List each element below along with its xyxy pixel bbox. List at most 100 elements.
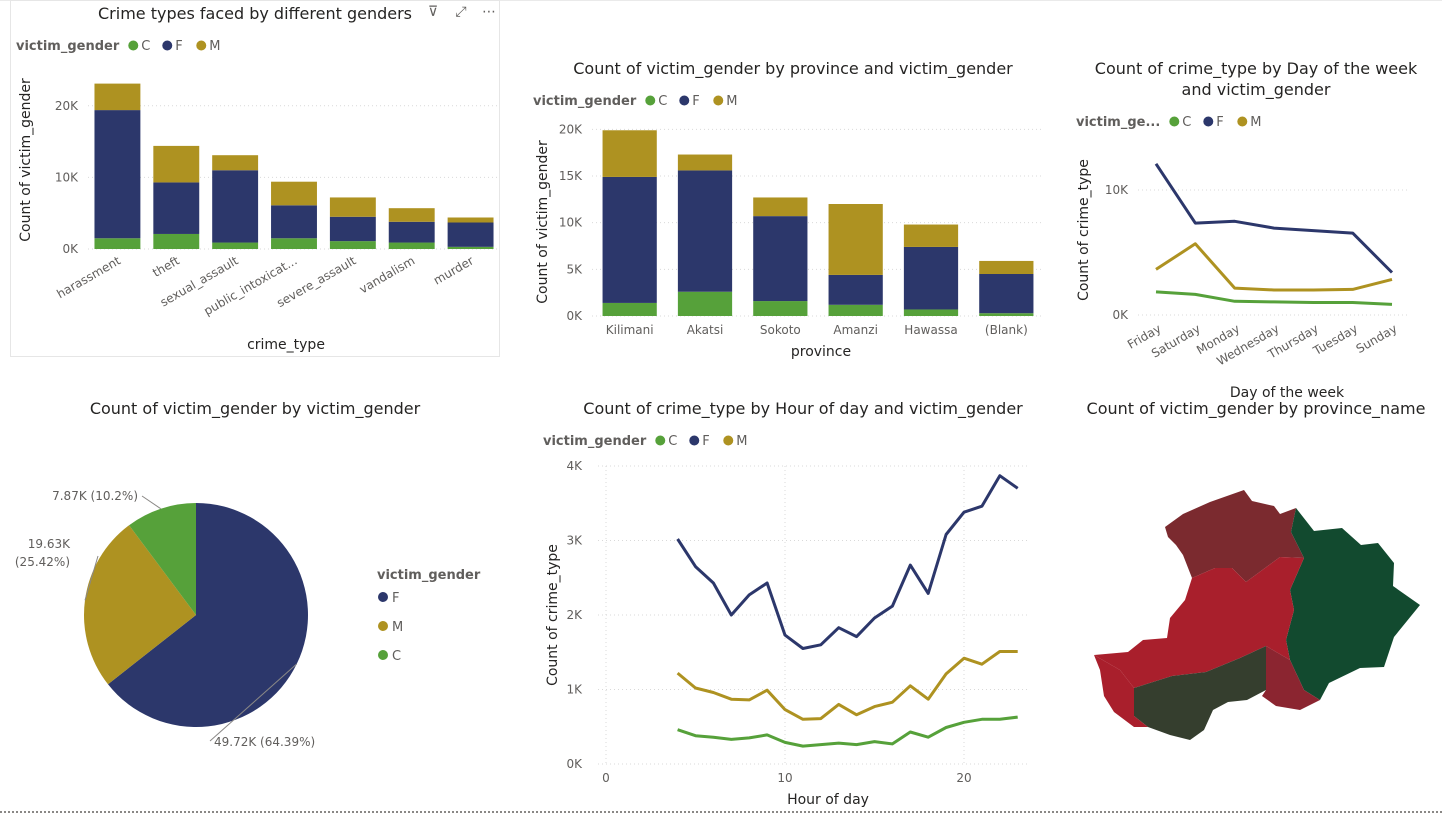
- pie-slice-F[interactable]: [107, 503, 308, 728]
- map-region-center[interactable]: [1094, 557, 1304, 688]
- hour-legend-marker-C[interactable]: [655, 435, 666, 446]
- crime-types-bar-F[interactable]: [388, 221, 435, 243]
- day-of-week-visual[interactable]: Count of crime_type by Day of the week an…: [0, 0, 1442, 401]
- crime-types-bar-F[interactable]: [153, 182, 200, 234]
- province-legend-label-C[interactable]: C: [658, 94, 667, 109]
- province-legend-marker-F[interactable]: [679, 95, 690, 106]
- province-bar-M[interactable]: [677, 154, 733, 171]
- crime-types-legend-label-C[interactable]: C: [141, 39, 150, 54]
- hour-x-tick: 0: [602, 771, 610, 785]
- province-bar-C[interactable]: [753, 301, 808, 316]
- province-bar-M[interactable]: [602, 130, 657, 177]
- day-x-title: Day of the week: [1230, 385, 1345, 401]
- hour-line-F[interactable]: [676, 474, 1019, 650]
- province-legend-label-M[interactable]: M: [726, 94, 737, 109]
- hour-y-tick: 1K: [566, 683, 583, 697]
- province-bar-M[interactable]: [828, 204, 883, 275]
- day-legend-label-F[interactable]: F: [1216, 115, 1223, 130]
- pie-slice-M[interactable]: [83, 525, 196, 685]
- day-legend-label-M[interactable]: M: [1250, 115, 1261, 130]
- crime-types-bar-F[interactable]: [212, 170, 259, 243]
- crime-types-bar-M[interactable]: [153, 145, 200, 183]
- day-line-F[interactable]: [1154, 162, 1394, 274]
- map-region-south-west[interactable]: [1134, 646, 1266, 740]
- crime-types-bar-M[interactable]: [271, 181, 317, 206]
- hour-line-C[interactable]: [677, 715, 1018, 748]
- crime-types-bar-C[interactable]: [329, 241, 376, 249]
- province-bar-C[interactable]: [828, 304, 883, 316]
- province-bar-M[interactable]: [979, 260, 1034, 274]
- map-region-far-west[interactable]: [1094, 655, 1148, 727]
- day-legend-marker-F[interactable]: [1203, 116, 1214, 127]
- province-bar-F[interactable]: [602, 176, 657, 303]
- pie-legend-marker-F[interactable]: [378, 592, 388, 602]
- hour-of-day-visual[interactable]: Count of crime_type by Hour of day and v…: [0, 0, 1060, 810]
- day-legend-marker-C[interactable]: [1169, 116, 1180, 127]
- province-bar-C[interactable]: [979, 313, 1034, 316]
- province-bar-C[interactable]: [903, 309, 959, 316]
- crime-types-bar-M[interactable]: [212, 155, 259, 171]
- day-line-M[interactable]: [1155, 242, 1393, 292]
- province-bar-C[interactable]: [602, 302, 657, 316]
- province-legend-marker-M[interactable]: [713, 95, 724, 106]
- crime-types-bar-M[interactable]: [388, 208, 435, 222]
- focus-mode-icon[interactable]: ⤢: [455, 4, 467, 20]
- pie-legend-label-F[interactable]: F: [392, 591, 399, 606]
- crime-types-bar-M[interactable]: [329, 197, 376, 217]
- province-bar-M[interactable]: [903, 224, 959, 247]
- province-visual[interactable]: Count of victim_gender by province and v…: [0, 0, 1060, 370]
- crime-types-visual[interactable]: Crime types faced by different genders vi…: [0, 0, 500, 360]
- province-legend-label-F[interactable]: F: [692, 94, 699, 109]
- crime-types-bar-C[interactable]: [447, 246, 494, 249]
- hour-legend-label-M[interactable]: M: [736, 434, 747, 449]
- hour-legend-label-F[interactable]: F: [702, 434, 709, 449]
- crime-types-legend-marker-F[interactable]: [162, 40, 173, 51]
- filter-icon[interactable]: ⊽: [427, 4, 439, 20]
- crime-types-bar-F[interactable]: [271, 205, 317, 239]
- crime-types-bar-C[interactable]: [94, 238, 141, 249]
- day-legend-label-C[interactable]: C: [1182, 115, 1191, 130]
- crime-types-legend-label-F[interactable]: F: [175, 39, 182, 54]
- gender-pie-visual[interactable]: Count of victim_gender by victim_gender 4…: [0, 0, 500, 800]
- map-region-south[interactable]: [1262, 646, 1320, 710]
- day-legend-marker-M[interactable]: [1237, 116, 1248, 127]
- province-bar-F[interactable]: [828, 274, 883, 305]
- pie-legend-label-M[interactable]: M: [392, 620, 403, 635]
- pie-slice-C[interactable]: [129, 503, 196, 615]
- province-bar-F[interactable]: [903, 246, 959, 310]
- crime-types-legend-marker-C[interactable]: [128, 40, 139, 51]
- crime-types-bar-C[interactable]: [388, 242, 435, 249]
- day-line-C[interactable]: [1155, 290, 1393, 306]
- province-bar-C[interactable]: [677, 291, 733, 316]
- province-bar-F[interactable]: [979, 274, 1034, 314]
- selected-visual-frame[interactable]: [10, 0, 500, 357]
- pie-legend-marker-C[interactable]: [378, 650, 388, 660]
- crime-types-bar-M[interactable]: [447, 217, 494, 223]
- hour-line-M[interactable]: [676, 650, 1018, 721]
- hour-legend-label-C[interactable]: C: [668, 434, 677, 449]
- province-bar-F[interactable]: [677, 170, 733, 292]
- province-bar-F[interactable]: [753, 216, 808, 302]
- crime-types-bar-C[interactable]: [153, 233, 200, 249]
- more-options-icon[interactable]: ⋯: [482, 4, 496, 20]
- hour-x-title: Hour of day: [787, 792, 869, 808]
- crime-types-bar-C[interactable]: [271, 238, 317, 249]
- crime-types-legend-marker-M[interactable]: [196, 40, 207, 51]
- pie-legend-marker-M[interactable]: [378, 621, 388, 631]
- province-x-tick: Amanzi: [833, 323, 878, 337]
- crime-types-bar-F[interactable]: [329, 216, 376, 242]
- map-region-east[interactable]: [1286, 508, 1420, 700]
- crime-types-bar-M[interactable]: [94, 83, 141, 111]
- crime-types-bar-F[interactable]: [94, 110, 141, 239]
- crime-types-legend-label-M[interactable]: M: [209, 39, 220, 54]
- province-bar-M[interactable]: [753, 197, 808, 217]
- map-region-north[interactable]: [1165, 490, 1304, 582]
- hour-legend-marker-F[interactable]: [689, 435, 700, 446]
- crime-types-bar-C[interactable]: [212, 242, 259, 249]
- hour-title: Count of crime_type by Hour of day and v…: [583, 399, 1023, 419]
- pie-legend-label-C[interactable]: C: [392, 649, 401, 664]
- hour-legend-marker-M[interactable]: [723, 435, 734, 446]
- crime-types-bar-F[interactable]: [447, 222, 494, 247]
- province-legend-marker-C[interactable]: [645, 95, 656, 106]
